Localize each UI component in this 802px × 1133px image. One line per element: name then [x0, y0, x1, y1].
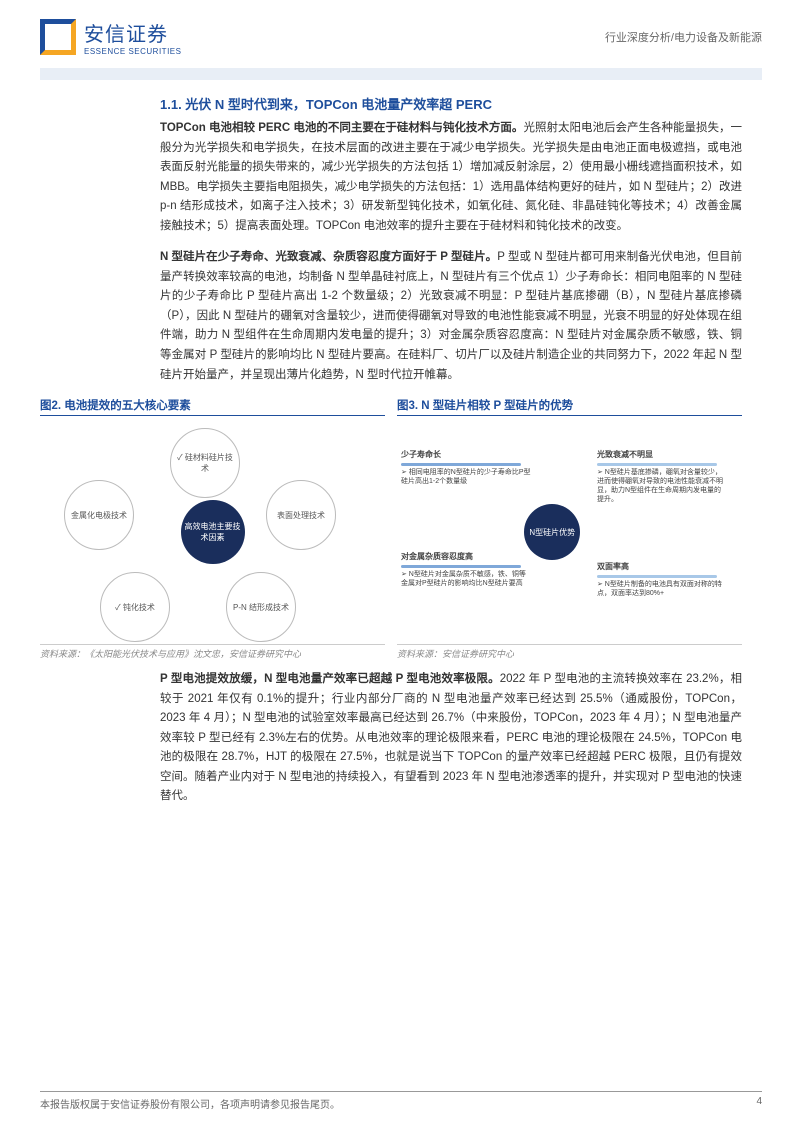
- page-footer: 本报告版权属于安信证券股份有限公司，各项声明请参见报告尾页。 4: [40, 1091, 762, 1111]
- fig3-box-title: 双面率高: [597, 562, 727, 572]
- fig3-box-title: 少子寿命长: [401, 450, 531, 460]
- logo-text-en: ESSENCE SECURITIES: [84, 47, 181, 56]
- fig3-box-title: 光致衰减不明显: [597, 450, 727, 460]
- fig3-box-title: 对金属杂质容忍度高: [401, 552, 531, 562]
- fig3-center: N型硅片优势: [524, 504, 580, 560]
- fig2-node: ✓ 硅材料硅片技术: [170, 428, 240, 498]
- logo-block: 安信证券 ESSENCE SECURITIES: [40, 18, 181, 56]
- fig2-node: 金属化电极技术: [64, 480, 134, 550]
- fig2-source: 资料来源：《太阳能光伏技术与应用》沈文忠，安信证券研究中心: [40, 644, 385, 660]
- fig3-box: 对金属杂质容忍度高 ➢ N型硅片对金属杂质不敏感，铁、铜等金属对P型硅片的影响均比…: [401, 552, 531, 588]
- fig3-box: 双面率高 ➢ N型硅片制备的电池具有双面对称的特点，双面率达到80%+: [597, 562, 727, 598]
- fig3-box-bar: [401, 463, 521, 466]
- section-title: 1.1. 光伏 N 型时代到来，TOPCon 电池量产效率超 PERC: [160, 94, 742, 113]
- fig3-box-bar: [401, 565, 521, 568]
- header-bar: [40, 68, 762, 80]
- paragraph-1: TOPCon 电池相较 PERC 电池的不同主要在于硅材料与钝化技术方面。光照射…: [160, 119, 742, 236]
- header-category: 行业深度分析/电力设备及新能源: [605, 29, 762, 45]
- fig3-source: 资料来源：安信证券研究中心: [397, 644, 742, 660]
- para1-body: 光照射太阳电池后会产生各种能量损失，一般分为光学损失和电学损失，在技术层面的改进…: [160, 122, 742, 232]
- fig3-box-bar: [597, 575, 717, 578]
- logo-text-cn: 安信证券: [84, 18, 181, 47]
- fig2-title: 图2. 电池提效的五大核心要素: [40, 397, 385, 416]
- fig2-body: 高效电池主要技术因素 ✓ 硅材料硅片技术表面处理技术 P-N 结形成技术 ✓ 钝化技…: [40, 422, 385, 642]
- page-header: 安信证券 ESSENCE SECURITIES 行业深度分析/电力设备及新能源: [0, 0, 802, 64]
- figure-2: 图2. 电池提效的五大核心要素 高效电池主要技术因素 ✓ 硅材料硅片技术表面处理…: [40, 397, 385, 660]
- para2-lead: N 型硅片在少子寿命、光致衰减、杂质容忍度方面好于 P 型硅片。: [160, 251, 497, 263]
- fig3-title: 图3. N 型硅片相较 P 型硅片的优势: [397, 397, 742, 416]
- fig3-box: 少子寿命长 ➢ 相同电阻率的N型硅片的少子寿命比P型硅片高出1-2个数量级: [401, 450, 531, 486]
- fig3-box-desc: ➢ N型硅片制备的电池具有双面对称的特点，双面率达到80%+: [597, 580, 727, 598]
- paragraph-3: P 型电池提效放缓，N 型电池量产效率已超越 P 型电池效率极限。2022 年 …: [160, 670, 742, 807]
- para3-lead: P 型电池提效放缓，N 型电池量产效率已超越 P 型电池效率极限。: [160, 673, 500, 685]
- logo-icon: [40, 19, 76, 55]
- fig3-body: N型硅片优势 少子寿命长 ➢ 相同电阻率的N型硅片的少子寿命比P型硅片高出1-2个…: [397, 422, 742, 642]
- paragraph-2: N 型硅片在少子寿命、光致衰减、杂质容忍度方面好于 P 型硅片。P 型或 N 型…: [160, 248, 742, 385]
- fig2-center: 高效电池主要技术因素: [181, 500, 245, 564]
- main-content: 1.1. 光伏 N 型时代到来，TOPCon 电池量产效率超 PERC TOPC…: [0, 80, 802, 807]
- para1-lead: TOPCon 电池相较 PERC 电池的不同主要在于硅材料与钝化技术方面。: [160, 122, 523, 134]
- fig3-box-bar: [597, 463, 717, 466]
- fig3-box-desc: ➢ N型硅片基底掺磷，硼氧对含量较少，进而使得硼氧对导致的电池性能衰减不明显，助…: [597, 468, 727, 504]
- fig2-node: ✓ 钝化技术: [100, 572, 170, 642]
- fig2-node: P-N 结形成技术: [226, 572, 296, 642]
- para2-body: P 型或 N 型硅片都可用来制备光伏电池，但目前量产转换效率较高的电池，均制备 …: [160, 251, 742, 380]
- page-number: 4: [756, 1096, 762, 1111]
- fig2-node: 表面处理技术: [266, 480, 336, 550]
- fig3-box-desc: ➢ 相同电阻率的N型硅片的少子寿命比P型硅片高出1-2个数量级: [401, 468, 531, 486]
- fig3-box-desc: ➢ N型硅片对金属杂质不敏感，铁、铜等金属对P型硅片的影响均比N型硅片要高: [401, 570, 531, 588]
- figure-row: 图2. 电池提效的五大核心要素 高效电池主要技术因素 ✓ 硅材料硅片技术表面处理…: [40, 397, 742, 660]
- figure-3: 图3. N 型硅片相较 P 型硅片的优势 N型硅片优势 少子寿命长 ➢ 相同电阻率…: [397, 397, 742, 660]
- fig3-box: 光致衰减不明显 ➢ N型硅片基底掺磷，硼氧对含量较少，进而使得硼氧对导致的电池性能…: [597, 450, 727, 504]
- para3-body: 2022 年 P 型电池的主流转换效率在 23.2%，相较于 2021 年仅有 …: [160, 673, 742, 802]
- footer-text: 本报告版权属于安信证券股份有限公司，各项声明请参见报告尾页。: [40, 1096, 340, 1111]
